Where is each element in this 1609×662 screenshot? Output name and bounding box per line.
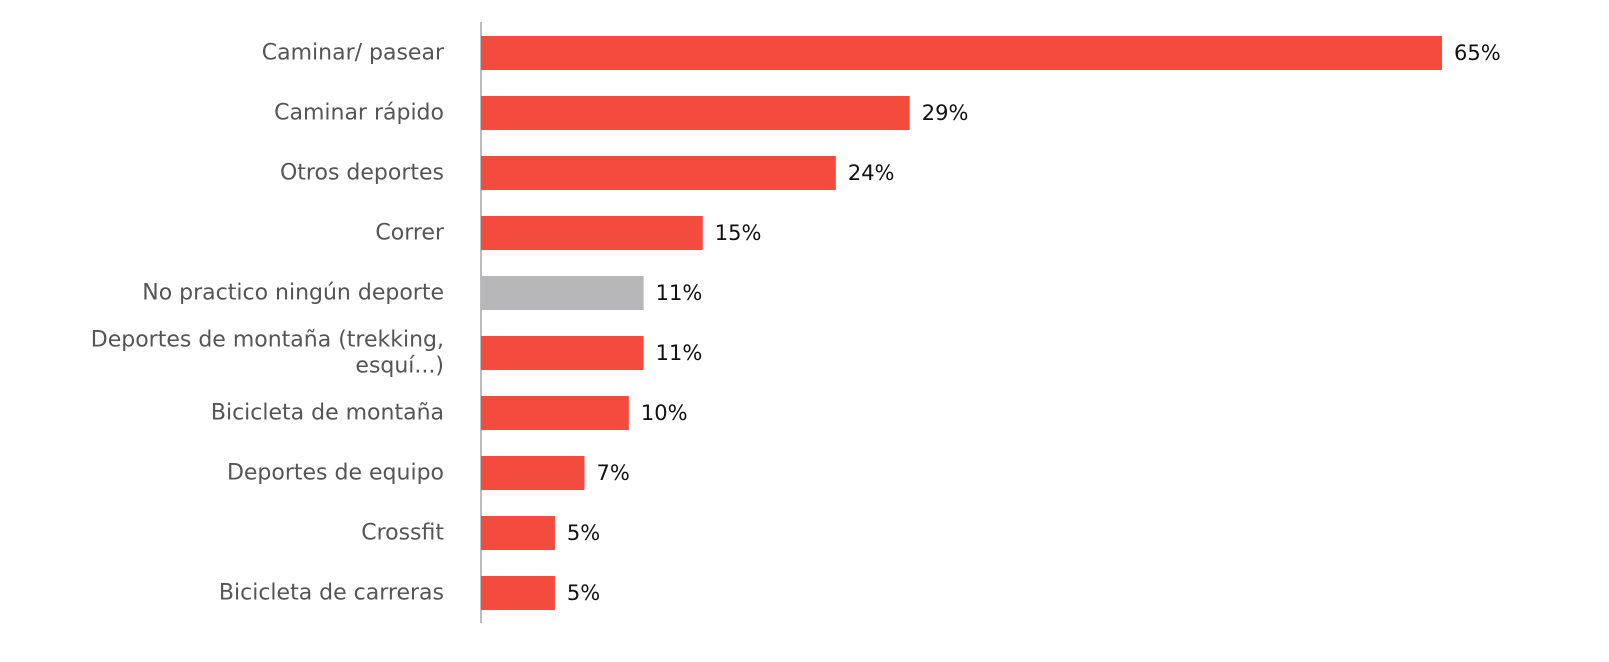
category-label-2: Otros deportes (280, 161, 444, 186)
bar-1 (481, 96, 910, 130)
value-label-2: 24% (848, 161, 895, 185)
value-label-0: 65% (1454, 41, 1501, 65)
category-label-9: Bicicleta de carreras (219, 581, 444, 606)
bar-9 (481, 576, 555, 610)
category-label-8: Crossfit (361, 521, 444, 546)
value-label-9: 5% (567, 581, 600, 605)
value-labels-group: 65% 29% 24% 15% 11% 11% 10% 7% 5% 5% (567, 41, 1501, 605)
bar-8 (481, 516, 555, 550)
value-label-1: 29% (922, 101, 969, 125)
bar-7 (481, 456, 585, 490)
category-label-5-line-1: esquí...) (355, 354, 444, 379)
category-label-4: No practico ningún deporte (142, 281, 444, 306)
bar-2 (481, 156, 836, 190)
category-labels-group: Caminar/ pasear Caminar rápido Otros depor… (91, 41, 445, 606)
bars-group (481, 36, 1442, 610)
category-label-1: Caminar rápido (274, 101, 444, 126)
bar-5 (481, 336, 644, 370)
value-label-6: 10% (641, 401, 688, 425)
category-label-5-line-0: Deportes de montaña (trekking, (91, 328, 444, 353)
value-label-3: 15% (715, 221, 762, 245)
bar-0 (481, 36, 1442, 70)
bar-3 (481, 216, 703, 250)
value-label-8: 5% (567, 521, 600, 545)
bar-6 (481, 396, 629, 430)
category-label-0: Caminar/ pasear (262, 41, 445, 66)
bar-4 (481, 276, 644, 310)
category-label-7: Deportes de equipo (227, 461, 444, 486)
category-label-3: Correr (375, 221, 445, 246)
category-label-6: Bicicleta de montaña (211, 401, 444, 426)
value-label-4: 11% (656, 281, 703, 305)
value-label-5: 11% (656, 341, 703, 365)
value-label-7: 7% (596, 461, 629, 485)
